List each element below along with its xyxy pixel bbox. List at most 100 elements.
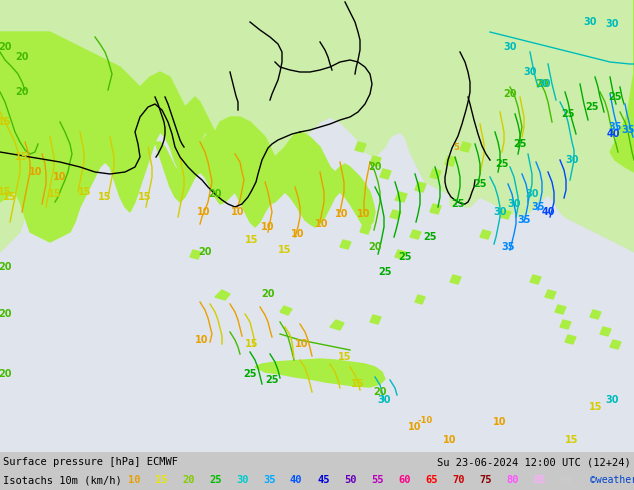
Text: 15: 15: [245, 235, 259, 245]
Text: 50: 50: [344, 475, 356, 485]
Polygon shape: [415, 295, 425, 304]
Polygon shape: [610, 340, 621, 349]
Text: 10: 10: [291, 229, 305, 239]
Text: 10: 10: [315, 219, 329, 229]
Text: 10: 10: [295, 339, 309, 349]
Text: 15: 15: [98, 192, 112, 202]
Text: 15: 15: [245, 339, 259, 349]
Text: 20: 20: [198, 247, 212, 257]
Text: 30: 30: [503, 42, 517, 52]
Polygon shape: [390, 210, 401, 219]
Polygon shape: [565, 335, 576, 344]
Polygon shape: [255, 359, 385, 387]
Text: 10: 10: [493, 417, 507, 427]
Text: 15: 15: [278, 245, 292, 255]
Text: 15: 15: [48, 189, 61, 199]
Text: 10: 10: [408, 422, 422, 432]
Text: 25: 25: [265, 375, 279, 385]
Text: 85: 85: [533, 475, 545, 485]
Polygon shape: [0, 0, 634, 217]
Text: 10: 10: [197, 207, 210, 217]
Text: 40: 40: [541, 207, 555, 217]
Polygon shape: [190, 250, 201, 259]
Polygon shape: [280, 306, 292, 315]
Text: 25: 25: [451, 199, 465, 209]
Text: 40: 40: [290, 475, 302, 485]
Text: 45: 45: [317, 475, 330, 485]
Text: 30: 30: [507, 199, 521, 209]
Text: 20: 20: [0, 262, 12, 272]
Text: 35: 35: [531, 202, 545, 212]
Text: 10: 10: [357, 209, 371, 219]
Text: 20: 20: [0, 309, 12, 319]
Text: 20: 20: [15, 87, 29, 97]
Text: 80: 80: [506, 475, 519, 485]
Polygon shape: [0, 32, 280, 242]
Text: 10: 10: [335, 209, 349, 219]
Text: 15: 15: [0, 117, 12, 127]
Text: 25: 25: [398, 252, 411, 262]
Text: 10: 10: [29, 167, 42, 177]
Polygon shape: [155, 122, 375, 227]
Text: 10: 10: [231, 207, 245, 217]
Polygon shape: [445, 156, 456, 166]
Text: 25: 25: [561, 109, 575, 119]
Text: 30: 30: [525, 189, 539, 199]
Text: 5: 5: [453, 143, 459, 151]
Polygon shape: [500, 210, 511, 219]
Text: 20: 20: [368, 162, 382, 172]
Polygon shape: [430, 169, 441, 179]
Text: 30: 30: [605, 395, 619, 405]
Text: 75: 75: [479, 475, 491, 485]
Polygon shape: [330, 320, 344, 330]
Text: 15: 15: [3, 192, 16, 202]
Text: 35: 35: [263, 475, 276, 485]
Polygon shape: [355, 142, 366, 152]
Text: Surface pressure [hPa] ECMWF: Surface pressure [hPa] ECMWF: [3, 457, 178, 467]
Polygon shape: [380, 169, 391, 179]
Polygon shape: [530, 275, 541, 284]
Text: 10: 10: [128, 475, 141, 485]
Polygon shape: [410, 230, 421, 239]
Text: 15: 15: [351, 379, 365, 389]
Text: 25: 25: [473, 179, 487, 189]
Text: -10: -10: [417, 416, 432, 424]
Polygon shape: [370, 156, 381, 166]
Polygon shape: [0, 0, 155, 252]
Text: 20: 20: [373, 387, 387, 397]
Text: 15: 15: [339, 352, 352, 362]
Text: 20: 20: [0, 369, 12, 379]
Text: 15: 15: [589, 402, 603, 412]
Text: 25: 25: [585, 102, 598, 112]
Text: 25: 25: [608, 92, 622, 102]
Text: 10: 10: [53, 172, 67, 182]
Text: ©weatheronline.co.uk: ©weatheronline.co.uk: [590, 475, 634, 485]
Text: 60: 60: [398, 475, 410, 485]
Text: 15: 15: [78, 187, 92, 197]
Polygon shape: [360, 224, 371, 234]
Polygon shape: [215, 290, 230, 300]
Text: 30: 30: [493, 207, 507, 217]
Text: 30: 30: [236, 475, 249, 485]
Text: 35: 35: [621, 125, 634, 135]
Text: 20: 20: [535, 79, 549, 89]
Text: 20: 20: [503, 89, 517, 99]
Text: 10: 10: [443, 435, 456, 445]
Text: 15: 15: [0, 187, 12, 197]
Text: 15: 15: [138, 192, 152, 202]
Text: Su 23-06-2024 12:00 UTC (12+24): Su 23-06-2024 12:00 UTC (12+24): [437, 457, 631, 467]
Text: 20: 20: [261, 289, 275, 299]
Polygon shape: [480, 230, 491, 239]
Polygon shape: [430, 204, 441, 214]
Text: 30: 30: [605, 19, 619, 29]
Text: 15: 15: [155, 475, 167, 485]
Text: 70: 70: [452, 475, 465, 485]
Text: 30: 30: [377, 395, 391, 405]
Text: 35: 35: [517, 215, 531, 225]
Text: 10: 10: [195, 335, 209, 345]
Polygon shape: [560, 320, 571, 329]
Text: 30: 30: [537, 79, 551, 89]
Text: 35: 35: [501, 242, 515, 252]
Text: 65: 65: [425, 475, 437, 485]
Polygon shape: [460, 142, 471, 152]
